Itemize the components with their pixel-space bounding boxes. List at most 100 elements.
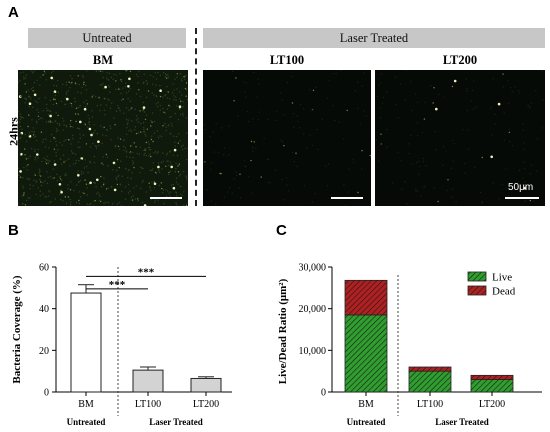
- bacteria-speck: [514, 86, 516, 88]
- bacteria-speck: [93, 156, 96, 158]
- bacteria-speck: [535, 170, 538, 172]
- bacteria-speck: [28, 114, 30, 116]
- bacteria-speck: [498, 198, 500, 200]
- bacteria-speck: [423, 186, 425, 189]
- bacteria-speck: [74, 82, 77, 84]
- bacteria-speck: [47, 114, 50, 116]
- bacteria-speck: [18, 81, 20, 83]
- bacteria-speck: [155, 96, 158, 98]
- bacteria-speck: [165, 126, 167, 128]
- bacteria-speck: [55, 155, 57, 157]
- bar-lt100-live: [408, 370, 452, 393]
- bacteria-speck: [55, 151, 57, 154]
- bacteria-speck: [179, 185, 182, 188]
- bacteria-speck: [154, 201, 156, 203]
- bacteria-speck: [31, 71, 33, 73]
- legend-swatch-live: [467, 271, 487, 282]
- bacteria-speck: [335, 73, 337, 75]
- bacteria-speck: [39, 117, 42, 119]
- bacteria-speck: [84, 179, 86, 181]
- bacteria-speck: [397, 117, 399, 119]
- bacteria-speck: [72, 152, 74, 154]
- bacteria-speck: [466, 90, 468, 92]
- bacteria-speck: [416, 190, 419, 192]
- bacteria-speck: [50, 76, 53, 80]
- bacteria-speck: [519, 92, 521, 94]
- significance-label: ***: [138, 266, 155, 278]
- bacteria-speck: [406, 203, 408, 205]
- bacteria-speck: [177, 171, 180, 173]
- bacteria-speck: [45, 121, 48, 123]
- bacteria-speck: [132, 163, 134, 165]
- bacteria-speck: [490, 106, 492, 108]
- bacteria-speck: [343, 184, 345, 186]
- bacteria-speck: [357, 81, 359, 84]
- bacteria-speck: [84, 124, 87, 126]
- bacteria-speck: [168, 124, 170, 126]
- bacteria-speck: [141, 181, 143, 184]
- bacteria-speck: [25, 91, 28, 93]
- bacteria-speck: [167, 76, 170, 79]
- bacteria-speck: [114, 144, 117, 147]
- bacteria-speck: [511, 145, 514, 147]
- bacteria-speck: [105, 135, 107, 137]
- bacteria-speck: [152, 140, 154, 143]
- bacteria-speck: [32, 106, 34, 108]
- bacteria-speck: [139, 146, 141, 148]
- bacteria-speck: [147, 146, 150, 149]
- bacteria-speck: [43, 70, 46, 72]
- bacteria-speck: [153, 182, 157, 186]
- bacteria-speck: [55, 130, 58, 133]
- bacteria-speck: [155, 84, 157, 86]
- bacteria-speck: [87, 126, 89, 128]
- bacteria-speck: [102, 126, 105, 129]
- bacteria-speck: [126, 123, 128, 126]
- bacteria-speck: [166, 97, 168, 99]
- bacteria-speck: [151, 121, 153, 123]
- bacteria-speck: [185, 204, 188, 206]
- bacteria-speck: [55, 102, 58, 105]
- bacteria-speck: [77, 75, 79, 77]
- bacteria-speck: [213, 151, 215, 153]
- bacteria-speck: [78, 199, 80, 202]
- bacteria-speck: [169, 161, 172, 163]
- bacteria-speck: [215, 123, 217, 125]
- bacteria-speck: [443, 146, 445, 148]
- bacteria-speck: [159, 109, 161, 111]
- bacteria-speck: [153, 132, 156, 134]
- bacteria-speck: [41, 117, 43, 119]
- bacteria-speck: [94, 95, 97, 98]
- bacteria-speck: [379, 82, 381, 84]
- y-axis-label: Bacteria Coverage (%): [11, 275, 23, 383]
- bacteria-speck: [89, 162, 92, 164]
- bacteria-speck: [300, 104, 302, 106]
- bacteria-speck: [143, 111, 146, 113]
- bacteria-speck: [175, 181, 178, 183]
- bacteria-speck: [153, 94, 155, 96]
- bacteria-speck: [408, 143, 410, 145]
- bacteria-speck: [34, 173, 36, 175]
- bacteria-speck: [179, 72, 181, 75]
- bacteria-speck: [19, 125, 22, 128]
- bacteria-speck: [70, 143, 72, 145]
- bacteria-speck: [143, 129, 145, 131]
- bacteria-speck: [102, 184, 105, 186]
- bacteria-speck: [178, 175, 181, 177]
- y-tick-label: 10,000: [299, 346, 327, 357]
- bacteria-speck: [46, 155, 48, 157]
- bacteria-speck: [524, 200, 527, 202]
- bacteria-speck: [312, 89, 315, 92]
- bacteria-speck: [27, 157, 30, 159]
- bacteria-speck: [123, 149, 125, 151]
- bacteria-speck: [35, 181, 38, 183]
- bacteria-speck: [299, 127, 301, 129]
- bacteria-speck: [44, 97, 46, 99]
- bacteria-speck: [101, 84, 103, 86]
- bacteria-speck: [311, 201, 313, 203]
- bacteria-speck: [185, 159, 188, 161]
- bacteria-speck: [210, 168, 212, 171]
- bacteria-speck: [134, 126, 136, 128]
- y-tick-label: 0: [44, 388, 49, 399]
- bacteria-speck: [38, 97, 40, 100]
- bacteria-speck: [508, 140, 511, 143]
